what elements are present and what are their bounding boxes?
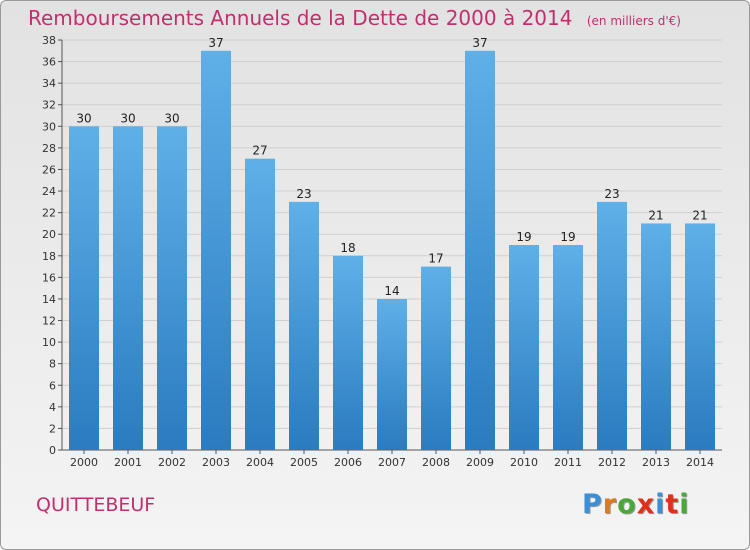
x-tick-label: 2002 — [158, 456, 186, 469]
bar-value-label: 17 — [428, 252, 443, 266]
bar-value-label: 21 — [692, 208, 707, 222]
x-tick-label: 2012 — [598, 456, 626, 469]
bar[interactable] — [201, 50, 231, 450]
y-tick-label: 18 — [42, 250, 56, 263]
x-tick-label: 2006 — [334, 456, 362, 469]
chart-title-text: Remboursements Annuels de la Dette de 20… — [28, 6, 573, 30]
bar-value-label: 27 — [252, 144, 267, 158]
proxiti-logo: Proxiti — [582, 489, 690, 520]
bar[interactable] — [641, 223, 671, 450]
y-tick-label: 28 — [42, 142, 56, 155]
y-tick-label: 32 — [42, 99, 56, 112]
bar-value-label: 23 — [604, 187, 619, 201]
logo-letter: o — [617, 489, 637, 520]
bar-value-label: 21 — [648, 208, 663, 222]
value-labels: 30 30 30 37 27 23 18 14 17 37 19 19 23 21 21 — [76, 36, 707, 298]
x-tick-label: 2008 — [422, 456, 450, 469]
commune-name: QUITTEBEUF — [36, 494, 156, 516]
bar-value-label: 23 — [296, 187, 311, 201]
bar[interactable] — [597, 201, 627, 450]
bar[interactable] — [421, 266, 451, 450]
bar-value-label: 37 — [472, 36, 487, 50]
y-tick-label: 34 — [42, 77, 56, 90]
y-tick-label: 2 — [49, 422, 56, 435]
y-tick-label: 22 — [42, 207, 56, 220]
bar[interactable] — [509, 245, 539, 450]
bar[interactable] — [333, 255, 363, 450]
bar[interactable] — [377, 298, 407, 450]
bar[interactable] — [553, 245, 583, 450]
bar-value-label: 37 — [208, 36, 223, 50]
bar[interactable] — [289, 201, 319, 450]
y-tick-label: 8 — [49, 358, 56, 371]
bar[interactable] — [685, 223, 715, 450]
logo-letter: i — [679, 489, 690, 520]
y-tick-label: 24 — [42, 185, 56, 198]
x-tick-label: 2003 — [202, 456, 230, 469]
bar-value-label: 30 — [76, 111, 91, 125]
x-tick-label: 2004 — [246, 456, 274, 469]
bar-value-label: 19 — [560, 230, 575, 244]
bar[interactable] — [465, 50, 495, 450]
bar-value-label: 14 — [384, 284, 399, 298]
bar-value-label: 19 — [516, 230, 531, 244]
logo-letter: r — [602, 489, 618, 520]
logo-letter: t — [665, 489, 680, 520]
x-tick-label: 2011 — [554, 456, 582, 469]
bar[interactable] — [113, 126, 143, 450]
bar[interactable] — [157, 126, 187, 450]
y-tick-label: 16 — [42, 271, 56, 284]
y-tick-label: 36 — [42, 56, 56, 69]
x-tick-label: 2000 — [70, 456, 98, 469]
y-tick-label: 30 — [42, 120, 56, 133]
y-tick-label: 14 — [42, 293, 56, 306]
y-tick-label: 6 — [49, 379, 56, 392]
bar[interactable] — [69, 126, 99, 450]
x-tick-label: 2010 — [510, 456, 538, 469]
x-tick-label: 2009 — [466, 456, 494, 469]
logo-letter: P — [582, 489, 603, 520]
x-tick-label: 2005 — [290, 456, 318, 469]
bar-value-label: 18 — [340, 241, 355, 255]
chart-unit: (en milliers d'€) — [586, 14, 681, 28]
bar-value-label: 30 — [164, 111, 179, 125]
y-tick-label: 4 — [49, 401, 56, 414]
x-tick-label: 2013 — [642, 456, 670, 469]
x-tick-label: 2007 — [378, 456, 406, 469]
y-tick-label: 26 — [42, 163, 56, 176]
x-tick-labels: 2000 2001 2002 2003 2004 2005 2006 2007 2008 2009… — [70, 450, 714, 469]
bar[interactable] — [245, 158, 275, 450]
chart-title: Remboursements Annuels de la Dette de 20… — [28, 6, 681, 30]
y-tick-label: 20 — [42, 228, 56, 241]
logo-letter: i — [655, 489, 666, 520]
logo-letter: x — [636, 489, 656, 520]
y-tick-label: 38 — [42, 34, 56, 47]
y-tick-label: 0 — [49, 444, 56, 457]
y-tick-label: 12 — [42, 315, 56, 328]
x-tick-label: 2014 — [686, 456, 714, 469]
x-tick-label: 2001 — [114, 456, 142, 469]
bars — [69, 50, 715, 450]
y-tick-label: 10 — [42, 336, 56, 349]
bar-value-label: 30 — [120, 111, 135, 125]
